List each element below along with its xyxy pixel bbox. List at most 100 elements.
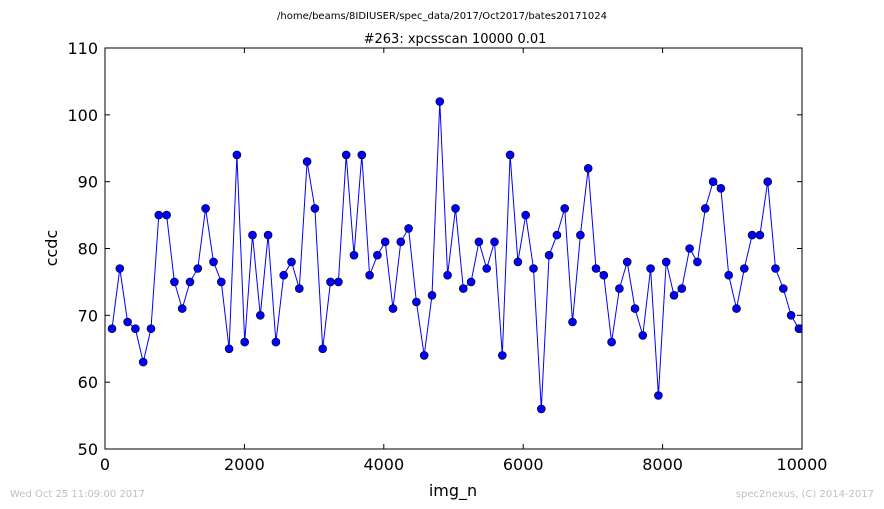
data-point [419, 351, 429, 360]
data-point [435, 97, 445, 106]
y-tick-label: 110 [67, 39, 98, 58]
data-point [521, 210, 531, 220]
data-point [326, 277, 335, 287]
chart-suptitle: /home/beams/8IDIUSER/spec_data/2017/Oct2… [277, 11, 607, 22]
data-point [708, 177, 718, 186]
data-point [786, 310, 796, 320]
data-point [677, 284, 687, 293]
data-point [638, 331, 648, 340]
data-point [131, 324, 140, 334]
data-point [240, 337, 249, 347]
data-point [669, 290, 679, 300]
series-line [111, 101, 802, 409]
footer-timestamp: Wed Oct 25 11:09:00 2017 [10, 489, 145, 500]
data-point [217, 277, 226, 287]
data-point [154, 210, 164, 220]
data-point [622, 257, 632, 267]
data-point [552, 230, 562, 240]
data-point [224, 344, 234, 354]
data-point [732, 304, 741, 313]
data-point [482, 264, 492, 273]
data-point [607, 337, 616, 347]
data-point [771, 264, 780, 273]
data-point [466, 277, 476, 287]
y-tick-label: 60 [78, 373, 98, 392]
data-point [263, 230, 273, 240]
y-tick-label: 100 [67, 106, 98, 125]
data-point [373, 250, 382, 260]
y-tick-label: 50 [78, 440, 98, 459]
data-point [318, 344, 328, 354]
chart-title: #263: xpcsscan 10000 0.01 [364, 32, 547, 47]
data-point [443, 270, 452, 280]
data-point [661, 257, 671, 267]
data-point [654, 391, 663, 400]
data-point [380, 237, 390, 247]
data-point [349, 250, 359, 260]
x-tick-label: 2000 [224, 455, 265, 474]
axes: 0 2000 4000 6000 8000 10000 50 60 70 80 90 100 110 [67, 39, 827, 474]
data-point [404, 224, 413, 233]
data-point [458, 284, 468, 293]
data-point [513, 257, 523, 267]
data-point [739, 264, 749, 273]
data-point [646, 264, 655, 273]
data-point [209, 257, 218, 267]
y-tick-label: 90 [78, 173, 98, 192]
data-point [505, 150, 515, 160]
data-point [388, 304, 398, 313]
data-point [412, 297, 421, 307]
data-point [755, 230, 765, 240]
data-point [146, 324, 156, 334]
data-point [797, 324, 802, 333]
plot-frame [104, 47, 803, 450]
data-point [693, 257, 702, 267]
data-point [529, 264, 538, 273]
data-point [138, 357, 148, 367]
data-point [599, 270, 609, 280]
data-point [232, 150, 242, 160]
plot-area [107, 97, 802, 414]
data-point [778, 284, 788, 293]
y-tick-label: 80 [78, 240, 98, 259]
data-point [341, 150, 351, 160]
y-tick-label: 70 [78, 306, 98, 325]
data-point [107, 324, 117, 334]
data-point [302, 157, 312, 166]
y-axis-label: ccdc [42, 230, 61, 267]
data-point [185, 277, 195, 287]
data-point [123, 317, 132, 327]
data-point [544, 250, 554, 260]
data-point [271, 337, 281, 347]
data-point [700, 204, 710, 213]
data-point [591, 264, 601, 273]
footer-credit: spec2nexus, (C) 2014-2017 [735, 489, 874, 500]
data-point [365, 270, 374, 280]
data-point [287, 257, 296, 267]
x-tick-label: 6000 [503, 455, 544, 474]
data-point [724, 270, 734, 280]
data-point [170, 277, 179, 287]
x-tick-label: 4000 [363, 455, 404, 474]
data-point [490, 237, 499, 247]
x-tick-label: 10000 [777, 455, 828, 474]
data-point [716, 184, 726, 193]
data-point [763, 177, 773, 186]
data-point [630, 304, 640, 313]
data-point [248, 230, 257, 240]
data-point [115, 264, 125, 273]
data-point [427, 290, 437, 300]
data-point [310, 204, 320, 213]
data-point [685, 244, 694, 253]
data-point [193, 264, 203, 273]
data-point [334, 277, 343, 287]
data-point [560, 204, 570, 213]
data-point [536, 404, 546, 414]
data-point [162, 210, 171, 220]
x-tick-label: 0 [100, 455, 110, 474]
data-point [294, 284, 304, 293]
data-point [451, 204, 460, 213]
data-point [568, 317, 577, 327]
x-tick-label: 8000 [642, 455, 683, 474]
